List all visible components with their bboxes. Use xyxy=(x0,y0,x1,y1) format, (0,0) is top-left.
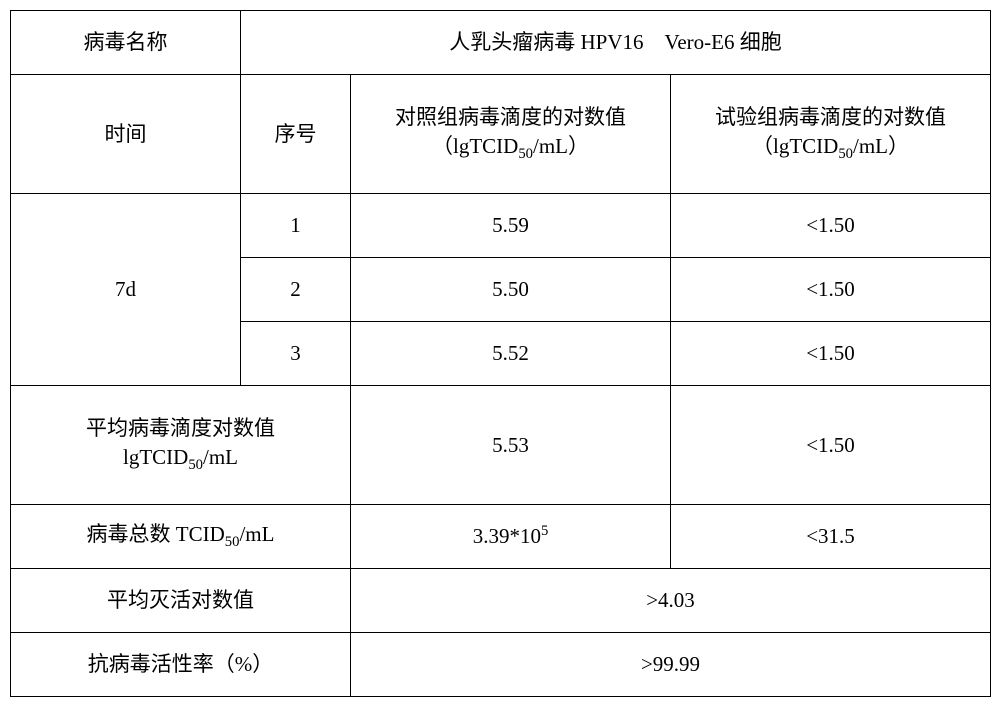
seq-cell: 1 xyxy=(241,194,351,258)
time-header: 时间 xyxy=(11,75,241,194)
total-test: <31.5 xyxy=(671,505,991,569)
test-cell: <1.50 xyxy=(671,194,991,258)
table-row: 病毒总数 TCID50/mL 3.39*105 <31.5 xyxy=(11,505,991,569)
table-row: 抗病毒活性率（%） >99.99 xyxy=(11,633,991,697)
test-header-line2-suffix: /mL） xyxy=(853,134,909,158)
test-header-line1: 试验组病毒滴度的对数值 xyxy=(715,105,946,129)
control-header: 对照组病毒滴度的对数值 （lgTCID50/mL） xyxy=(351,75,671,194)
control-cell: 5.59 xyxy=(351,194,671,258)
total-label: 病毒总数 TCID50/mL xyxy=(11,505,351,569)
control-header-line1: 对照组病毒滴度的对数值 xyxy=(395,105,626,129)
control-header-line2-prefix: （lgTCID xyxy=(432,134,518,158)
table-row: 时间 序号 对照组病毒滴度的对数值 （lgTCID50/mL） 试验组病毒滴度的… xyxy=(11,75,991,194)
total-control-sup: 5 xyxy=(541,523,548,539)
avg-inact-label: 平均灭活对数值 xyxy=(11,569,351,633)
test-cell: <1.50 xyxy=(671,322,991,386)
seq-cell: 2 xyxy=(241,258,351,322)
avg-inact-value: >4.03 xyxy=(351,569,991,633)
avg-log-label: 平均病毒滴度对数值 lgTCID50/mL xyxy=(11,386,351,505)
test-header-sub: 50 xyxy=(838,146,853,162)
avg-log-label-line2-suffix: /mL xyxy=(203,445,238,469)
test-header-line2-prefix: （lgTCID xyxy=(752,134,838,158)
antiviral-label: 抗病毒活性率（%） xyxy=(11,633,351,697)
table-row: 平均病毒滴度对数值 lgTCID50/mL 5.53 <1.50 xyxy=(11,386,991,505)
virus-name-value: 人乳头瘤病毒 HPV16 Vero-E6 细胞 xyxy=(241,11,991,75)
time-group-cell: 7d xyxy=(11,194,241,386)
avg-log-control: 5.53 xyxy=(351,386,671,505)
table-row: 7d 1 5.59 <1.50 xyxy=(11,194,991,258)
virus-name-label: 病毒名称 xyxy=(11,11,241,75)
avg-log-label-sub: 50 xyxy=(188,457,203,473)
seq-header: 序号 xyxy=(241,75,351,194)
control-cell: 5.52 xyxy=(351,322,671,386)
total-control: 3.39*105 xyxy=(351,505,671,569)
avg-log-test: <1.50 xyxy=(671,386,991,505)
control-header-sub: 50 xyxy=(518,146,533,162)
seq-cell: 3 xyxy=(241,322,351,386)
table-row: 平均灭活对数值 >4.03 xyxy=(11,569,991,633)
antiviral-value: >99.99 xyxy=(351,633,991,697)
avg-log-label-line1: 平均病毒滴度对数值 xyxy=(86,416,275,440)
total-label-sub: 50 xyxy=(225,534,240,550)
test-cell: <1.50 xyxy=(671,258,991,322)
total-label-suffix: /mL xyxy=(239,522,274,546)
control-cell: 5.50 xyxy=(351,258,671,322)
test-header: 试验组病毒滴度的对数值 （lgTCID50/mL） xyxy=(671,75,991,194)
total-control-prefix: 3.39*10 xyxy=(473,524,541,548)
table-row: 病毒名称 人乳头瘤病毒 HPV16 Vero-E6 细胞 xyxy=(11,11,991,75)
control-header-line2-suffix: /mL） xyxy=(533,134,589,158)
virus-data-table: 病毒名称 人乳头瘤病毒 HPV16 Vero-E6 细胞 时间 序号 对照组病毒… xyxy=(10,10,991,697)
avg-log-label-line2-prefix: lgTCID xyxy=(123,445,188,469)
total-label-prefix: 病毒总数 TCID xyxy=(87,522,225,546)
